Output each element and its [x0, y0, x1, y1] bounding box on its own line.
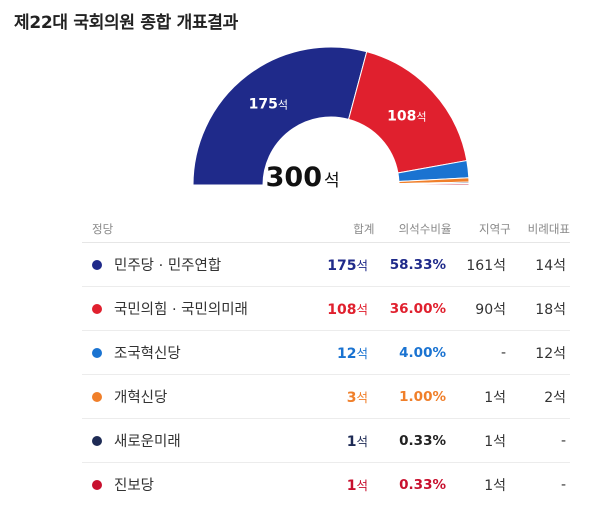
- party-cell: 민주당 · 민주연합: [82, 254, 318, 275]
- seats-cell: 3석: [318, 387, 368, 406]
- party-name: 개혁신당: [114, 390, 168, 406]
- header-seats: 합계: [353, 222, 375, 236]
- party-name: 국민의힘 · 국민의미래: [114, 302, 248, 318]
- party-cell: 국민의힘 · 국민의미래: [82, 298, 318, 319]
- party-color-dot: [92, 303, 102, 314]
- seats-value: 1: [346, 434, 357, 450]
- seats-value: 3: [346, 390, 357, 406]
- ratio-cell: 4.00%: [399, 344, 446, 361]
- seats-cell: 1석: [318, 475, 368, 494]
- party-name: 진보당: [114, 478, 155, 494]
- seats-unit: 석: [356, 258, 368, 273]
- results-table: 정당 합계 의석수비율 지역구 비례대표 민주당 · 민주연합 175석 58.…: [82, 216, 570, 506]
- party-name: 조국혁신당: [114, 346, 181, 362]
- table-row: 민주당 · 민주연합 175석 58.33% 161석 14석: [82, 243, 570, 287]
- party-name: 새로운미래: [114, 434, 181, 450]
- table-row: 새로운미래 1석 0.33% 1석 -: [82, 419, 570, 463]
- local-cell: -: [500, 344, 506, 361]
- party-color-dot: [92, 259, 102, 270]
- table-row: 개혁신당 3석 1.00% 1석 2석: [82, 375, 570, 419]
- prop-cell: 14석: [535, 257, 566, 274]
- party-name: 민주당 · 민주연합: [114, 258, 222, 274]
- prop-cell: -: [560, 432, 566, 449]
- local-cell: 1석: [484, 477, 506, 494]
- seats-cell: 12석: [318, 343, 368, 362]
- table-header: 정당 합계 의석수비율 지역구 비례대표: [82, 216, 570, 243]
- seats-value: 12: [337, 346, 357, 362]
- ratio-cell: 0.33%: [399, 432, 446, 449]
- party-cell: 새로운미래: [82, 430, 318, 451]
- ratio-cell: 1.00%: [399, 388, 446, 405]
- seats-unit: 석: [356, 346, 368, 361]
- party-color-dot: [92, 479, 102, 490]
- seats-unit: 석: [356, 478, 368, 493]
- prop-cell: -: [560, 476, 566, 493]
- local-cell: 1석: [484, 433, 506, 450]
- arc-segment-5: [398, 183, 470, 186]
- ratio-cell: 36.00%: [389, 300, 446, 317]
- header-local: 지역구: [478, 222, 511, 236]
- party-cell: 개혁신당: [82, 386, 318, 407]
- party-cell: 조국혁신당: [82, 342, 318, 363]
- seats-unit: 석: [356, 434, 368, 449]
- arc-segment-0: [192, 46, 368, 186]
- header-party: 정당: [92, 222, 114, 236]
- ratio-cell: 0.33%: [399, 476, 446, 493]
- seats-cell: 108석: [318, 299, 368, 318]
- seat-semicircle-chart: 175석 108석 300 석: [192, 46, 470, 193]
- table-body: 민주당 · 민주연합 175석 58.33% 161석 14석 국민의힘 · 국…: [82, 243, 570, 506]
- seats-value: 1: [346, 478, 357, 494]
- prop-cell: 18석: [535, 301, 566, 318]
- seats-value: 175: [327, 258, 357, 274]
- local-cell: 90석: [475, 301, 506, 318]
- party-color-dot: [92, 347, 102, 358]
- party-color-dot: [92, 435, 102, 446]
- prop-cell: 12석: [535, 345, 566, 362]
- total-seats-value: 300: [266, 162, 322, 193]
- seats-cell: 1석: [318, 431, 368, 450]
- arc-label-0: 175석: [249, 96, 288, 112]
- page-title: 제22대 국회의원 종합 개표결과: [14, 13, 238, 33]
- local-cell: 161석: [466, 257, 506, 274]
- seats-unit: 석: [356, 390, 368, 405]
- party-cell: 진보당: [82, 474, 318, 495]
- arc-label-1: 108석: [387, 108, 426, 124]
- seats-cell: 175석: [318, 255, 368, 274]
- header-ratio: 의석수비율: [398, 222, 452, 236]
- prop-cell: 2석: [544, 389, 566, 406]
- header-prop: 비례대표: [527, 222, 570, 236]
- total-seats-unit: 석: [324, 171, 340, 191]
- table-row: 국민의힘 · 국민의미래 108석 36.00% 90석 18석: [82, 287, 570, 331]
- seats-value: 108: [327, 302, 357, 318]
- table-row: 진보당 1석 0.33% 1석 -: [82, 463, 570, 506]
- seats-unit: 석: [356, 302, 368, 317]
- ratio-cell: 58.33%: [389, 256, 446, 273]
- party-color-dot: [92, 391, 102, 402]
- table-row: 조국혁신당 12석 4.00% - 12석: [82, 331, 570, 375]
- local-cell: 1석: [484, 389, 506, 406]
